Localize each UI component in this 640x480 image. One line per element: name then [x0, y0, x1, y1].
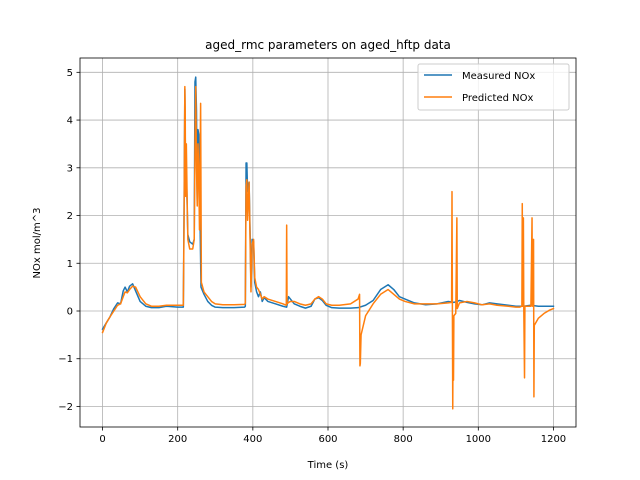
x-tick-label: 600	[318, 434, 337, 445]
y-tick-label: −1	[58, 354, 73, 365]
x-tick-label: 200	[168, 434, 187, 445]
y-tick-label: 0	[67, 307, 73, 318]
x-tick-label: 800	[394, 434, 413, 445]
x-tick-label: 400	[243, 434, 262, 445]
series-lines	[101, 76, 555, 410]
y-tick-label: 3	[67, 163, 73, 174]
y-tick-label: 5	[67, 68, 73, 79]
legend-box	[417, 63, 570, 111]
y-tick-label: 4	[67, 116, 73, 127]
axis-ticks: 0 200 400 600 800 1000 1200 −2 −1 0 1 2 3 4 5	[58, 68, 566, 445]
grid	[80, 58, 576, 427]
y-tick-label: 1	[67, 259, 73, 270]
legend: Measured NOx Predicted NOx	[417, 63, 570, 111]
chart-title: aged_rmc parameters on aged_hftp data	[205, 38, 451, 52]
x-tick-label: 1200	[541, 434, 566, 445]
legend-label-measured: Measured NOx	[462, 71, 535, 82]
y-axis-title: NOx mol/m^3	[32, 208, 43, 279]
x-tick-label: 0	[99, 434, 105, 445]
legend-label-predicted: Predicted NOx	[462, 93, 533, 104]
y-tick-label: 2	[67, 211, 73, 222]
x-tick-label: 1000	[466, 434, 491, 445]
x-axis-title: Time (s)	[307, 460, 349, 471]
y-tick-label: −2	[58, 402, 73, 413]
predicted-nox-line	[101, 85, 555, 410]
